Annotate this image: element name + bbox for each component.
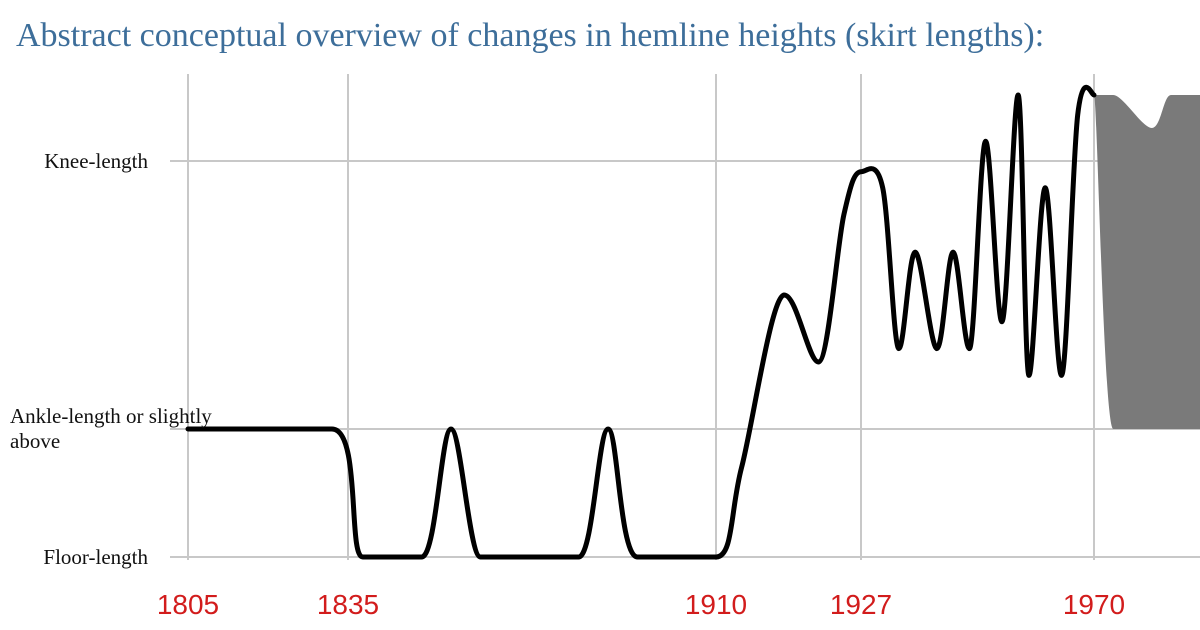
x-tick-labels: 1805 1835 1910 1927 1970 [157,589,1125,620]
y-level-labels: Knee-length Ankle-length or slightly above… [10,149,212,569]
x-tick-1910: 1910 [685,589,747,620]
x-tick-1970: 1970 [1063,589,1125,620]
chart-title: Abstract conceptual overview of changes … [16,17,1044,54]
hemline-variation-band [1094,95,1200,429]
x-tick-1835: 1835 [317,589,379,620]
x-tick-1805: 1805 [157,589,219,620]
grid-lines [170,74,1200,560]
hemline-curve-layer [185,84,1097,560]
y-label-ankle-length-or-slightly-above: Ankle-length or slightly above [10,404,212,453]
variation-band-layer [1094,95,1200,429]
y-label-knee-length: Knee-length [44,149,148,173]
x-tick-1927: 1927 [830,589,892,620]
hemline-curve-0 [185,84,1097,560]
y-label-floor-length: Floor-length [43,545,148,569]
